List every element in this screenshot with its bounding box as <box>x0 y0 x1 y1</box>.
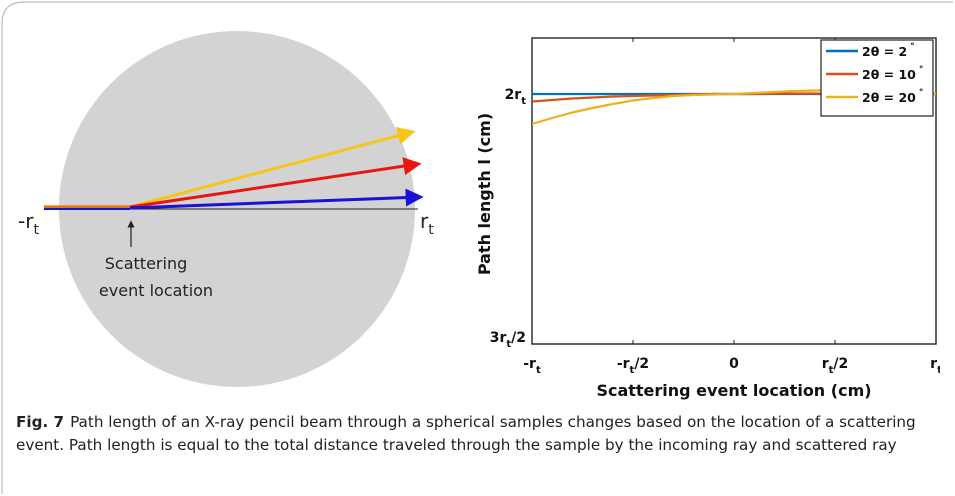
y-axis-label: Path length l (cm) <box>475 113 494 275</box>
caption-label: Fig. 7 <box>16 413 65 431</box>
path-length-chart: -rt -rt/2 0 rt/2 rt 2rt 3rt/2 Scattering even… <box>475 37 940 400</box>
legend-label-1: 2θ = 2 ° <box>862 42 915 59</box>
legend-box <box>820 39 934 117</box>
caption-text: Path length of an X-ray pencil beam thro… <box>16 413 916 454</box>
sphere-diagram: -rt rt Scattering event location <box>18 31 434 387</box>
neg-rt-label: -rt <box>18 209 39 238</box>
y-tick-label: 2rt <box>505 87 527 107</box>
pos-rt-label: rt <box>420 209 434 238</box>
annotation-line-2: event location <box>99 281 213 300</box>
y-tick-labels: 2rt 3rt/2 <box>490 87 527 350</box>
x-tick-label: 0 <box>729 356 739 372</box>
x-tick-label: rt <box>930 356 940 376</box>
x-tick-labels: -rt -rt/2 0 rt/2 rt <box>523 356 940 376</box>
scattered-ray-10deg <box>129 157 422 209</box>
x-axis-label: Scattering event location (cm) <box>596 381 871 400</box>
annotation-line-1: Scattering <box>105 254 187 273</box>
x-tick-label: rt/2 <box>822 356 849 376</box>
x-tick-label: -rt <box>523 356 541 376</box>
legend: 2θ = 2 ° 2θ = 10 ° 2θ = 20 ° <box>820 39 934 117</box>
figure-caption: Fig. 7 Path length of an X-ray pencil bea… <box>16 411 944 457</box>
y-tick-label: 3rt/2 <box>490 330 526 350</box>
legend-label-2: 2θ = 10 ° <box>862 65 923 82</box>
x-tick-label: -rt/2 <box>617 356 649 376</box>
legend-label-3: 2θ = 20 ° <box>862 88 923 105</box>
scattered-ray-20deg <box>129 127 416 209</box>
scattered-ray-2deg <box>129 188 424 210</box>
